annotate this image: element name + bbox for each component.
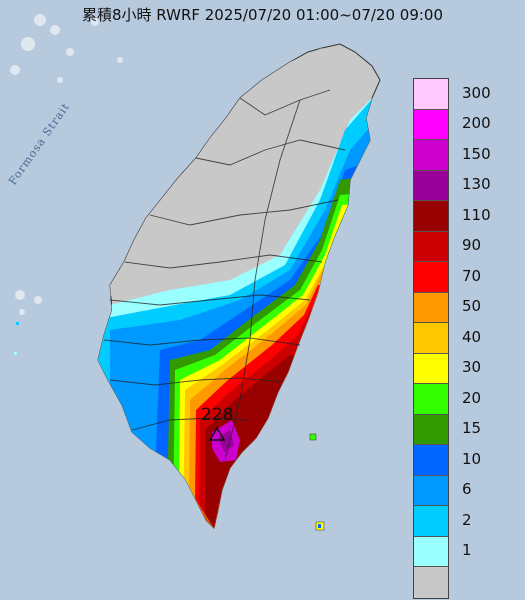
legend-tick-label: 70 <box>462 266 482 285</box>
legend-tick-label: 130 <box>462 175 491 193</box>
map-title: 累積8小時 RWRF 2025/07/20 01:00~07/20 09:00 <box>81 6 444 24</box>
legend-tick-label: 6 <box>462 480 472 498</box>
legend-swatch <box>414 414 448 445</box>
legend-swatch <box>414 567 448 598</box>
legend-swatch <box>414 353 448 384</box>
legend-swatch <box>414 384 448 415</box>
legend-tick-label: 15 <box>462 419 482 437</box>
legend-tick-label: 300 <box>462 83 491 102</box>
legend-swatch <box>414 201 448 232</box>
legend-swatch <box>414 79 448 110</box>
legend-swatch <box>414 109 448 140</box>
legend-swatch <box>414 536 448 567</box>
legend-swatch <box>414 323 448 354</box>
legend-tick-label: 150 <box>462 144 491 163</box>
legend-tick-label: 2 <box>462 510 472 529</box>
peak-value-label: 228 <box>201 405 234 425</box>
legend-swatch <box>414 140 448 171</box>
legend-swatch <box>414 170 448 201</box>
cloud-specks <box>10 14 123 315</box>
legend-tick-label: 110 <box>462 205 491 224</box>
legend-tick-label: 10 <box>462 449 482 468</box>
legend-tick-label: 30 <box>462 358 482 376</box>
legend-tick-label: 1 <box>462 541 472 559</box>
legend-swatch <box>414 231 448 262</box>
legend-swatch <box>414 262 448 293</box>
taiwan-island <box>97 43 381 529</box>
legend-tick-label: 40 <box>462 327 482 346</box>
peak-marker-icon <box>208 426 226 441</box>
legend-swatch <box>414 292 448 323</box>
legend-tick-label: 90 <box>462 236 482 254</box>
offshore-islands <box>14 322 325 531</box>
legend-tick-label: 20 <box>462 388 482 407</box>
color-legend <box>413 78 449 599</box>
legend-swatch <box>414 506 448 537</box>
legend-tick-label: 200 <box>462 114 491 132</box>
legend-tick-label: 50 <box>462 297 482 315</box>
legend-swatch <box>414 445 448 476</box>
legend-swatch <box>414 475 448 506</box>
